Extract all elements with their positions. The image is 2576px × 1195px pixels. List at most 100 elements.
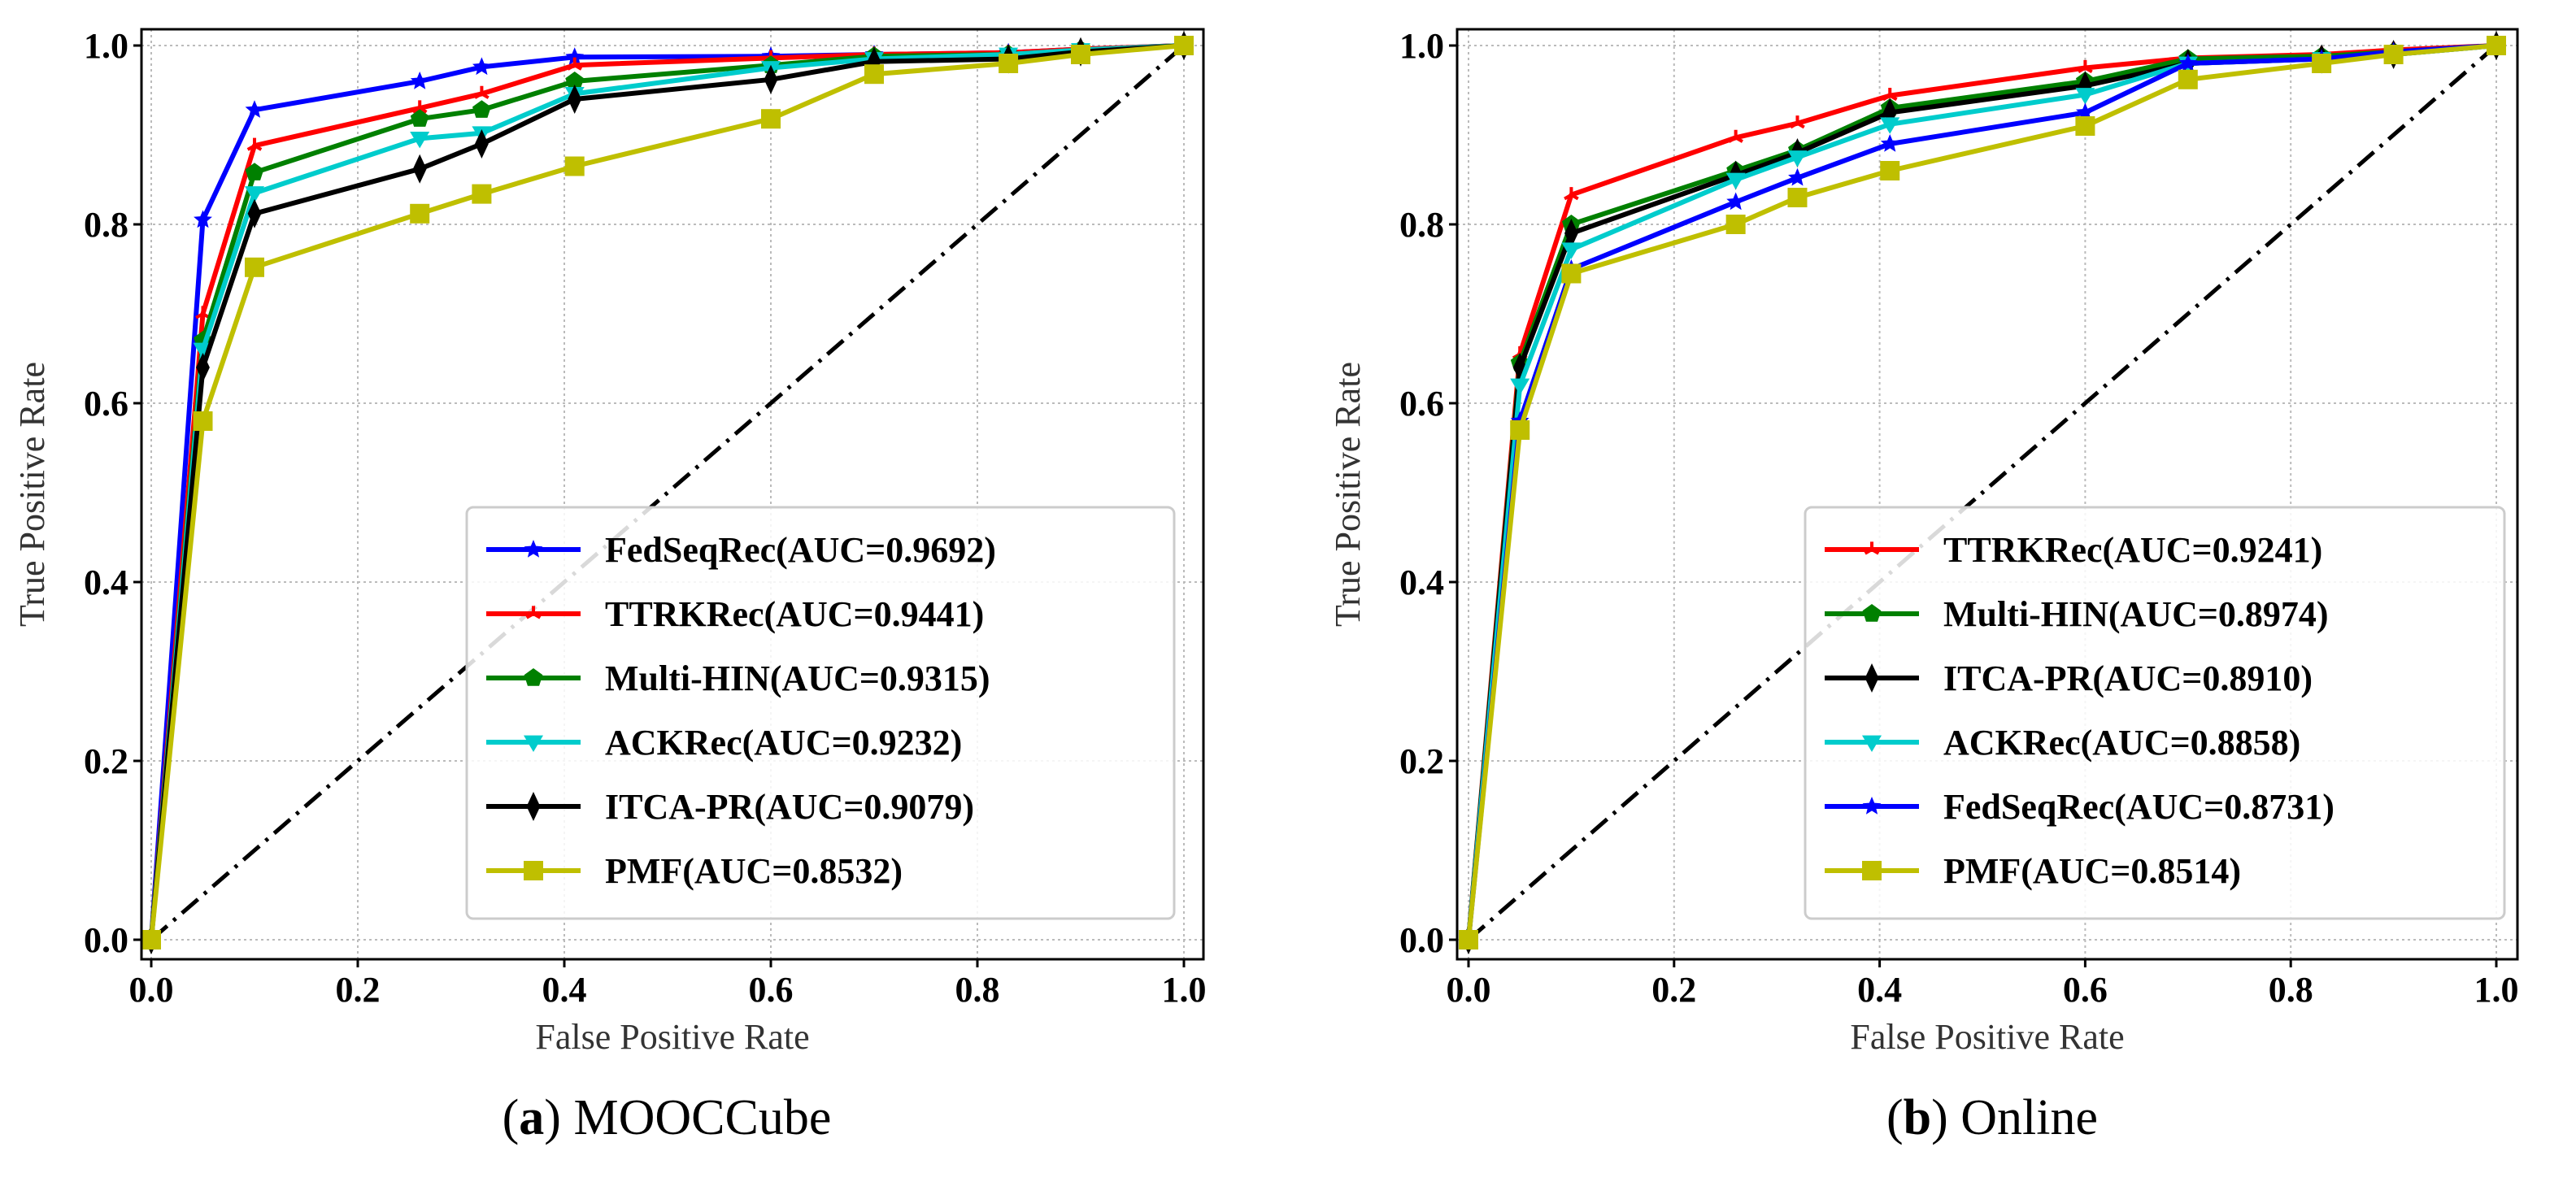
marker-star — [1880, 134, 1899, 152]
marker-pentagon — [410, 109, 429, 127]
legend-label: Multi-HIN(AUC=0.9315) — [605, 658, 990, 698]
y-axis-label: True Positive Rate — [1328, 362, 1368, 627]
series-pmf — [141, 36, 1194, 949]
marker-square — [1071, 45, 1090, 64]
marker-pentagon — [1862, 604, 1882, 622]
marker-diamond — [764, 64, 778, 94]
y-tick-label: 0.0 — [84, 920, 128, 960]
x-tick-label: 0.8 — [2269, 970, 2313, 1010]
y-axis-label: True Positive Rate — [12, 362, 52, 627]
legend-label: ITCA-PR(AUC=0.8910) — [1943, 658, 2313, 698]
x-tick-label: 0.2 — [1651, 970, 1696, 1010]
marker-square — [410, 203, 430, 224]
y-tick-label: 0.8 — [84, 205, 128, 245]
legend-label: PMF(AUC=0.8514) — [1943, 851, 2241, 891]
marker-pentagon — [524, 668, 543, 686]
marker-square — [761, 109, 781, 129]
panel-caption: (b) Online — [1886, 1090, 2098, 1145]
marker-tri — [474, 85, 490, 99]
marker-diamond — [247, 198, 262, 228]
marker-tri — [525, 606, 542, 619]
marker-diamond — [475, 129, 489, 159]
legend: TTRKRec(AUC=0.9241) Multi-HIN(AUC=0.8974)… — [1804, 506, 2506, 920]
marker-star — [1726, 192, 1746, 211]
marker-star — [1862, 797, 1882, 815]
legend-label: TTRKRec(AUC=0.9441) — [605, 594, 984, 634]
marker-tri — [567, 57, 583, 71]
y-tick-label: 0.4 — [84, 563, 128, 602]
y-tick-label: 0.2 — [1399, 741, 1444, 781]
marker-star — [472, 57, 491, 76]
x-tick-label: 0.2 — [336, 970, 381, 1010]
marker-pentagon — [565, 72, 585, 89]
legend-label: FedSeqRec(AUC=0.8731) — [1943, 787, 2334, 827]
marker-tri — [1864, 541, 1880, 555]
legend-label: ACKRec(AUC=0.9232) — [605, 723, 962, 763]
roc-panel-b: 0.0 0.2 0.4 0.6 0.8 1.0 0.0 0.2 0.4 0.6 0.8 1.0 Fals… — [1328, 26, 2519, 1145]
marker-square — [1174, 36, 1194, 55]
marker-triangle-down — [1725, 172, 1746, 189]
x-axis-label: False Positive Rate — [1850, 1017, 2124, 1057]
marker-square — [141, 930, 161, 949]
marker-tri — [246, 137, 263, 151]
caption-letter: b — [1904, 1090, 1931, 1145]
legend-label: ACKRec(AUC=0.8858) — [1943, 723, 2300, 763]
marker-tri — [195, 306, 211, 319]
marker-triangle-down — [410, 132, 430, 149]
marker-triangle-down — [1561, 242, 1582, 259]
marker-square — [2383, 45, 2404, 64]
marker-star — [194, 210, 212, 228]
marker-square — [2312, 54, 2332, 73]
panel-caption: (a) MOOCCube — [503, 1090, 832, 1145]
marker-diamond — [412, 154, 427, 184]
x-tick-label: 0.6 — [749, 970, 794, 1010]
marker-tri — [1790, 115, 1805, 129]
marker-tri — [2078, 59, 2093, 74]
marker-diamond — [526, 792, 541, 821]
caption-paren: ) — [1931, 1090, 1948, 1145]
marker-square — [1787, 188, 1808, 207]
marker-pentagon — [245, 163, 264, 180]
legend-label: PMF(AUC=0.8532) — [605, 851, 903, 891]
axes-frame — [1456, 28, 2519, 961]
marker-tri — [1728, 129, 1743, 143]
legend-label: TTRKRec(AUC=0.9241) — [1943, 530, 2322, 570]
marker-star — [245, 100, 264, 118]
x-tick-label: 0.4 — [542, 970, 587, 1010]
caption-paren: ) — [544, 1090, 561, 1145]
marker-triangle-down — [524, 735, 543, 752]
x-tick-label: 0.8 — [955, 970, 1000, 1010]
marker-triangle-down — [245, 186, 264, 203]
legend-box — [465, 506, 1176, 920]
marker-square — [524, 861, 543, 880]
x-tick-label: 1.0 — [2474, 970, 2519, 1010]
y-tick-label: 0.2 — [84, 741, 128, 781]
y-tick-label: 0.0 — [1399, 920, 1444, 960]
marker-diamond — [196, 353, 210, 382]
marker-square — [245, 257, 264, 277]
legend-box — [1804, 506, 2506, 920]
marker-square — [999, 54, 1019, 73]
marker-triangle-down — [1862, 735, 1882, 752]
marker-tri — [1564, 187, 1579, 201]
y-tick-label: 0.6 — [84, 384, 128, 424]
series-pmf — [1459, 36, 2506, 949]
x-tick-label: 0.0 — [1447, 970, 1491, 1010]
legend-label: Multi-HIN(AUC=0.8974) — [1943, 594, 2329, 634]
y-tick-label: 0.8 — [1399, 205, 1444, 245]
caption-letter: a — [519, 1090, 544, 1145]
x-tick-label: 0.4 — [1857, 970, 1902, 1010]
chance-diagonal-line — [150, 44, 1186, 941]
marker-square — [1862, 861, 1882, 880]
marker-diamond — [1564, 219, 1578, 248]
y-tick-label: 0.4 — [1399, 563, 1444, 602]
caption-title: Online — [1948, 1090, 2098, 1145]
x-tick-label: 0.0 — [129, 970, 174, 1010]
legend-label: ITCA-PR(AUC=0.9079) — [605, 787, 974, 827]
marker-square — [2178, 69, 2198, 89]
chance-diagonal-line — [1467, 44, 2498, 941]
marker-square — [193, 411, 213, 431]
marker-square — [1459, 930, 1478, 949]
x-tick-label: 1.0 — [1162, 970, 1207, 1010]
marker-square — [1561, 263, 1582, 284]
